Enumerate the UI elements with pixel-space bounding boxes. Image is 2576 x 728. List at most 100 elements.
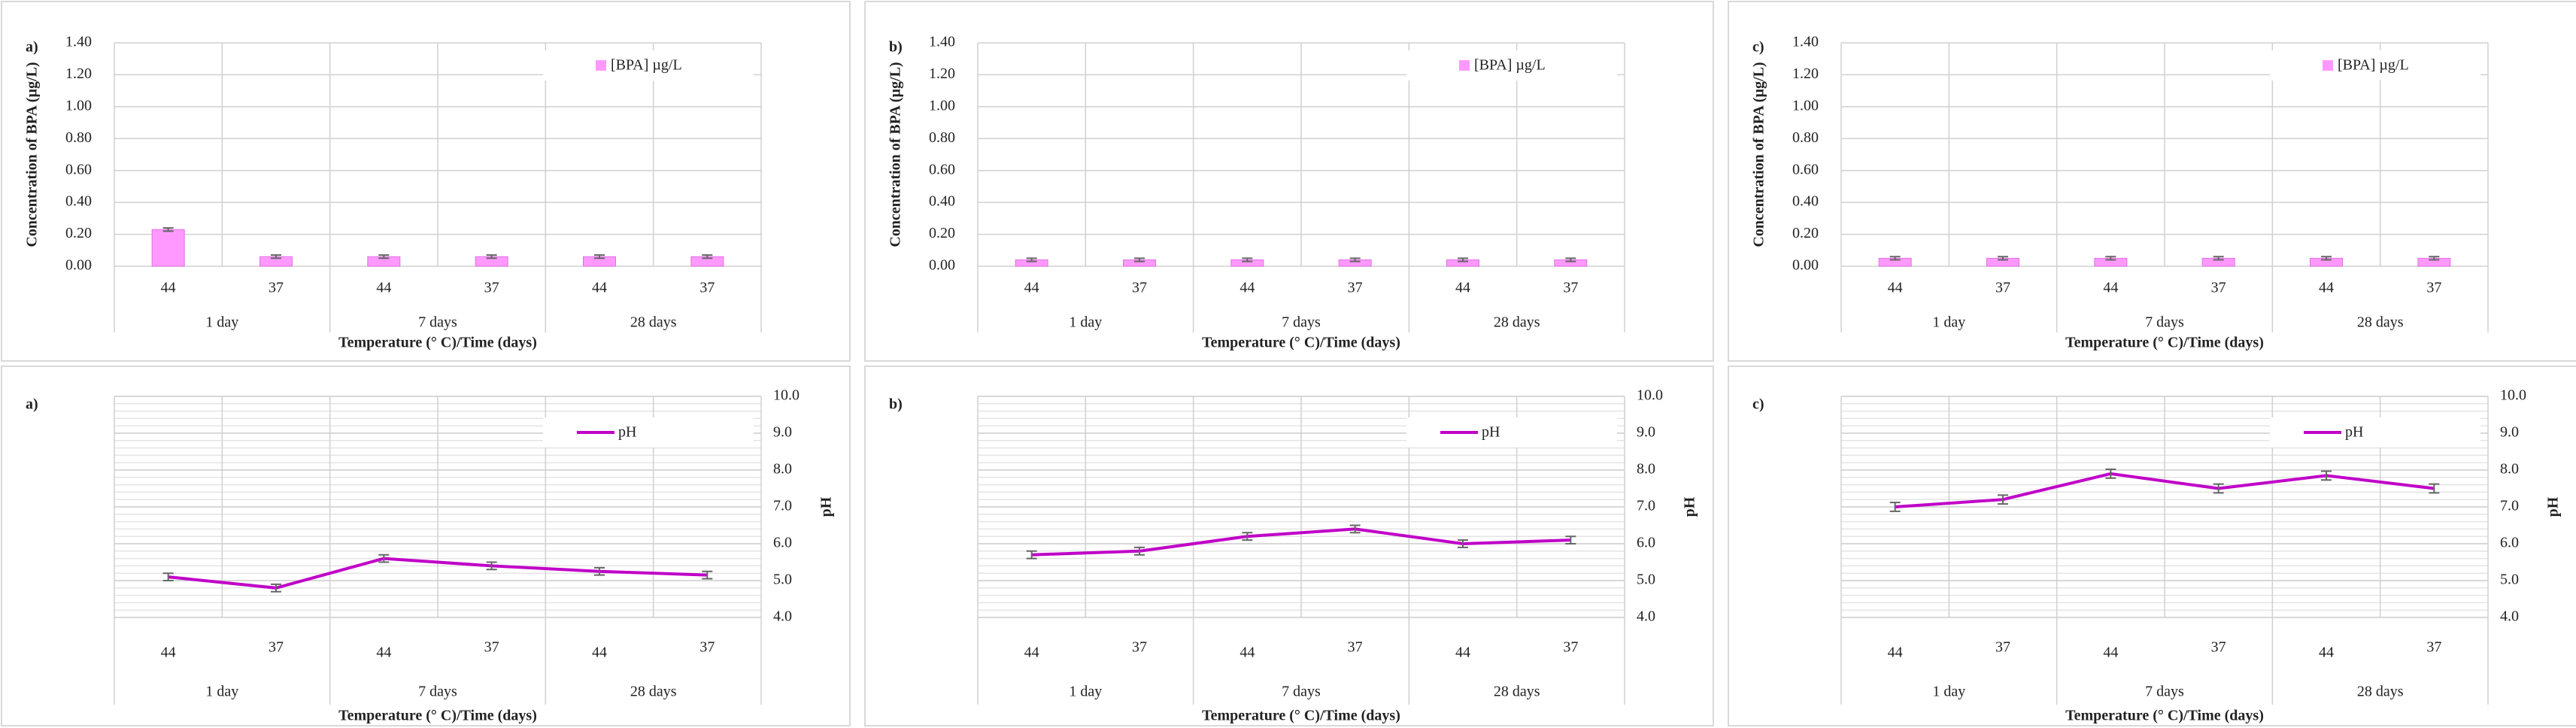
error-bar xyxy=(1458,257,1468,262)
error-bar xyxy=(1026,257,1037,262)
legend-label: pH xyxy=(1482,424,1500,441)
group-label: 28 days xyxy=(630,684,677,700)
y-axis-title: pH xyxy=(1682,496,1698,517)
line xyxy=(1895,472,2435,508)
group-label: 28 days xyxy=(1494,684,1540,700)
group-label: 28 days xyxy=(1494,314,1540,331)
panel-label: c) xyxy=(1752,39,1764,56)
error-bar xyxy=(486,254,497,259)
y-tick-label: 0.20 xyxy=(1792,225,1819,241)
group-label: 7 days xyxy=(1282,684,1321,700)
y-tick-label: 4.0 xyxy=(1637,608,1655,625)
y-tick-label: 9.0 xyxy=(773,424,792,441)
error-bar xyxy=(162,572,174,581)
x-tick-label: 37 xyxy=(1348,639,1363,656)
group-label: 1 day xyxy=(205,684,238,700)
panel: b) 0.00 0.20 0.40 0.60 0.80 1.00 1.20 1.40 Concen… xyxy=(864,1,1714,362)
x-tick-label: 37 xyxy=(1563,280,1578,296)
error-bar xyxy=(594,566,605,576)
x-tick-label: 37 xyxy=(699,639,715,656)
error-bar xyxy=(1242,532,1253,541)
x-tick-label: 44 xyxy=(376,645,391,661)
x-tick-label: 44 xyxy=(2103,280,2118,296)
error-bar xyxy=(378,554,390,563)
y-tick-label: 0.80 xyxy=(1792,129,1819,146)
y-tick-label: 0.60 xyxy=(929,161,955,177)
y-tick-label: 0.00 xyxy=(1792,257,1819,274)
y-tick-label: 1.00 xyxy=(1792,97,1819,114)
error-bar xyxy=(1134,257,1145,262)
error-bar xyxy=(2429,256,2440,261)
error-bar xyxy=(162,227,174,232)
group-label: 1 day xyxy=(1932,684,1965,700)
group-label: 28 days xyxy=(2357,684,2404,700)
y-tick-label: 6.0 xyxy=(1637,535,1655,551)
x-tick-label: 37 xyxy=(1132,639,1147,656)
group-label: 7 days xyxy=(418,684,457,700)
error-bar xyxy=(2105,469,2116,479)
legend-label: [BPA] µg/L xyxy=(2338,57,2409,74)
error-bar xyxy=(702,254,713,259)
panel-label: b) xyxy=(889,396,903,413)
legend-label: pH xyxy=(2345,424,2363,441)
y-tick-label: 7.0 xyxy=(2500,498,2519,514)
y-tick-label: 8.0 xyxy=(2500,461,2519,478)
panel-label: a) xyxy=(26,39,38,56)
line xyxy=(1031,527,1571,557)
y-tick-label: 1.40 xyxy=(65,34,92,50)
legend-box xyxy=(543,417,754,447)
legend-swatch xyxy=(596,60,606,71)
x-tick-label: 37 xyxy=(699,280,715,296)
bar xyxy=(151,229,185,267)
panel: a) 4.0 5.0 6.0 7.0 8.0 9.0 10.0 pH Temperature (°… xyxy=(1,366,851,726)
legend-label: [BPA] µg/L xyxy=(1474,57,1546,74)
panel-label: a) xyxy=(26,396,38,413)
x-tick-label: 37 xyxy=(2426,639,2441,656)
y-tick-label: 6.0 xyxy=(2500,535,2519,551)
legend-label: pH xyxy=(618,424,636,441)
error-bar xyxy=(594,254,605,259)
x-tick-label: 37 xyxy=(2426,280,2441,296)
x-tick-label: 44 xyxy=(592,645,607,661)
panel-label: b) xyxy=(889,39,903,56)
y-axis-title: Concentration of BPA (µg/L) xyxy=(1751,62,1767,247)
y-tick-label: 5.0 xyxy=(773,572,792,588)
y-axis-title: Concentration of BPA (µg/L) xyxy=(24,62,41,247)
x-tick-label: 44 xyxy=(1888,280,1903,296)
x-tick-label: 44 xyxy=(2319,280,2334,296)
x-tick-label: 37 xyxy=(1348,280,1363,296)
y-tick-label: 1.20 xyxy=(929,65,955,82)
y-tick-label: 6.0 xyxy=(773,535,792,551)
error-bar xyxy=(1349,524,1361,534)
error-bar xyxy=(271,583,281,593)
group-label: 28 days xyxy=(2357,314,2404,331)
y-tick-label: 0.20 xyxy=(65,225,92,241)
x-tick-label: 44 xyxy=(161,280,176,296)
group-label: 28 days xyxy=(630,314,677,331)
y-tick-label: 1.00 xyxy=(65,97,92,114)
error-bar xyxy=(2213,256,2224,261)
y-tick-label: 0.80 xyxy=(929,129,955,146)
error-bar xyxy=(2321,256,2332,261)
x-axis-title: Temperature (° C)/Time (days) xyxy=(2065,708,2264,724)
legend-box xyxy=(1406,417,1617,447)
error-bar xyxy=(378,254,390,259)
y-tick-label: 5.0 xyxy=(1637,572,1655,588)
y-tick-label: 9.0 xyxy=(2500,424,2519,441)
error-bar xyxy=(1565,257,1576,262)
panel: c) 0.00 0.20 0.40 0.60 0.80 1.00 1.20 1.40 Concen… xyxy=(1728,1,2576,362)
x-tick-label: 44 xyxy=(1888,645,1903,661)
y-tick-label: 8.0 xyxy=(773,461,792,478)
y-tick-label: 0.40 xyxy=(65,193,92,210)
error-bar xyxy=(1565,535,1576,544)
y-tick-label: 10.0 xyxy=(1637,387,1663,404)
y-tick-label: 0.60 xyxy=(65,161,92,177)
error-bar xyxy=(1889,502,1901,512)
error-bar xyxy=(2213,483,2224,494)
y-tick-label: 1.20 xyxy=(65,65,92,82)
error-bar xyxy=(702,570,713,580)
x-tick-label: 44 xyxy=(1239,645,1255,661)
y-tick-label: 4.0 xyxy=(2500,608,2519,625)
group-label: 7 days xyxy=(1282,314,1321,331)
